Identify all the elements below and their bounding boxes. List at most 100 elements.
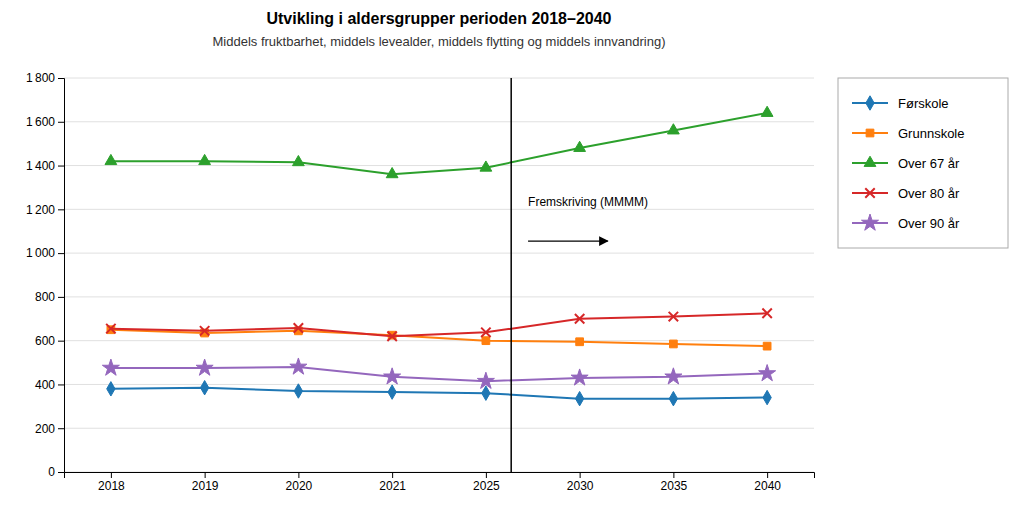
x-tick-label: 2035 (661, 479, 688, 493)
legend-symbol (866, 96, 874, 110)
x-tick: 2030 (567, 472, 594, 493)
x-tick-mark (392, 472, 393, 478)
x-axis-line (65, 473, 815, 479)
x-tick-mark (298, 472, 299, 478)
annotation: Fremskriving (MMMM) (528, 195, 648, 209)
chart-container: Utvikling i aldersgrupper perioden 2018–… (0, 0, 1024, 512)
series (107, 326, 771, 350)
y-tick: 0 (48, 465, 64, 479)
x-tick-mark (205, 472, 206, 478)
y-tick-label: 1 600 (26, 115, 55, 129)
y-tick-mark (58, 472, 64, 473)
grid-line (64, 384, 814, 385)
y-tick: 600 (35, 334, 64, 348)
series-point (670, 340, 678, 348)
y-tick-label: 800 (35, 290, 55, 304)
series-point (574, 141, 586, 151)
legend-symbol (865, 188, 874, 197)
y-axis-line (58, 79, 65, 473)
series-point (481, 328, 490, 337)
grid-line (64, 428, 814, 429)
y-tick: 1 400 (26, 159, 64, 173)
x-tick-mark (580, 472, 581, 478)
x-tick-mark (673, 472, 674, 478)
legend-box (838, 78, 1008, 248)
series-point (480, 161, 492, 171)
series-point (575, 391, 583, 405)
x-tick-label: 2025 (473, 479, 500, 493)
grid-line (64, 296, 814, 297)
series (107, 381, 772, 406)
data-marks (102, 106, 775, 406)
y-tick-mark (58, 78, 64, 79)
legend-item: Førskole (852, 96, 949, 111)
grid-line (64, 165, 814, 166)
y-tick: 200 (35, 422, 64, 436)
legend-symbol (861, 214, 878, 230)
y-tick-mark (58, 297, 64, 298)
series-point (667, 124, 679, 134)
x-tick-mark (767, 472, 768, 478)
y-tick: 1 600 (26, 115, 64, 129)
x-tick-label: 2030 (567, 479, 594, 493)
x-axis: 20182019202020212025203020352040 (65, 472, 815, 493)
series-point (482, 337, 490, 345)
x-tick-label: 2019 (192, 479, 219, 493)
y-tick-mark (58, 341, 64, 342)
series-point (571, 369, 588, 385)
grid (64, 78, 814, 472)
y-tick-mark (58, 253, 64, 254)
legend: Førskole Grunnskole Over 67 år Over 80 år Ov… (838, 78, 1008, 248)
y-tick-mark (58, 122, 64, 123)
x-tick-label: 2021 (379, 479, 406, 493)
y-tick-mark (58, 209, 64, 210)
title: Utvikling i aldersgrupper perioden 2018–… (266, 10, 611, 27)
x-tick: 2021 (379, 472, 406, 493)
legend-label: Over 90 år (898, 216, 960, 231)
grid-line (64, 253, 814, 254)
grid-line (64, 121, 814, 122)
series-point (763, 342, 771, 350)
series-line (111, 313, 767, 336)
series (102, 358, 775, 388)
series-line (111, 113, 767, 174)
series-point (763, 390, 771, 404)
series-point (200, 381, 208, 395)
series-point (669, 312, 678, 321)
y-tick: 400 (35, 378, 64, 392)
series-point (387, 332, 396, 341)
y-tick-label: 200 (35, 422, 55, 436)
subtitle: Middels fruktbarhet, middels levealder, … (212, 34, 665, 49)
series-point (290, 358, 307, 374)
series-point (669, 391, 677, 405)
series-point (576, 338, 584, 346)
grid-line (64, 340, 814, 341)
y-tick-label: 0 (48, 465, 55, 479)
series-point (575, 314, 584, 323)
series-point (102, 359, 119, 375)
x-tick-label: 2020 (286, 479, 313, 493)
legend-item: Over 67 år (852, 156, 960, 171)
x-tick: 2025 (473, 472, 500, 493)
series-point (665, 368, 682, 384)
y-tick-label: 1 800 (26, 71, 55, 85)
series-point (106, 324, 115, 333)
y-tick-mark (58, 166, 64, 167)
y-tick-mark (58, 428, 64, 429)
grid-line (64, 209, 814, 210)
x-tick-mark (111, 472, 112, 478)
legend-label: Over 80 år (898, 186, 960, 201)
projection-line (510, 78, 512, 472)
series-point (759, 365, 776, 381)
series-point (477, 372, 494, 388)
series-point (762, 309, 771, 318)
series-point (199, 154, 211, 164)
legend-item: Over 90 år (852, 214, 960, 231)
chart-svg: Utvikling i aldersgrupper perioden 2018–… (0, 0, 1024, 512)
series-line (111, 330, 767, 346)
legend-symbol (866, 129, 874, 137)
x-tick: 2040 (754, 472, 781, 493)
legend-label: Grunnskole (898, 126, 964, 141)
series-point (294, 384, 302, 398)
series-point (107, 382, 115, 396)
